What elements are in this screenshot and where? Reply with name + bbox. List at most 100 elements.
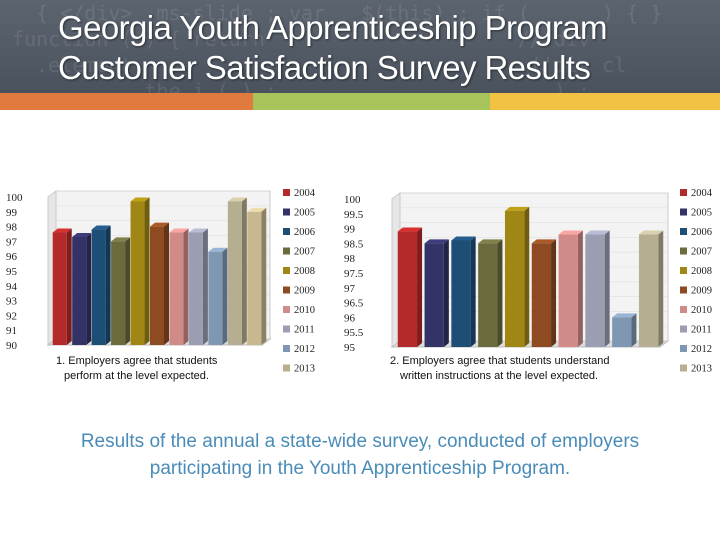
bar-side <box>658 230 664 347</box>
bar-side <box>144 197 150 345</box>
legend-swatch <box>680 189 687 196</box>
y-tick-label: 95 <box>6 266 18 278</box>
legend-swatch <box>283 345 290 352</box>
bar-side <box>241 197 247 345</box>
legend-swatch <box>680 325 687 333</box>
bar-2008 <box>130 201 145 345</box>
bar-top <box>451 236 476 241</box>
y-tick-label: 100 <box>6 192 23 204</box>
bar-2011 <box>585 234 605 347</box>
bar-2012 <box>612 317 632 347</box>
legend-label: 2009 <box>691 286 712 297</box>
y-tick-label: 90 <box>6 340 18 352</box>
bar-side <box>222 247 228 345</box>
legend-label: 2004 <box>691 188 713 199</box>
bar-side <box>577 230 583 347</box>
legend-swatch <box>283 189 290 196</box>
legend-swatch <box>283 267 290 274</box>
y-tick-label: 93 <box>6 296 18 308</box>
bar-2010 <box>558 234 578 347</box>
slide-footer-text: Results of the annual a state-wide surve… <box>80 431 640 479</box>
chart-caption-line-2: perform at the level expected. <box>64 370 209 382</box>
y-tick-label: 95 <box>344 342 356 354</box>
chart-caption-line-1: 1. Employers agree that students <box>56 355 218 367</box>
bar-2007 <box>111 241 126 345</box>
bar-side <box>183 228 189 345</box>
bar-2004 <box>397 231 418 347</box>
y-tick-label: 98.5 <box>344 238 364 250</box>
bar-side <box>631 313 637 347</box>
chart-caption-line-2: written instructions at the level expect… <box>399 370 598 382</box>
legend-label: 2013 <box>691 364 712 375</box>
bar-top <box>531 239 557 244</box>
legend-swatch <box>283 364 290 372</box>
legend-label: 2008 <box>691 266 712 277</box>
bar-2013 <box>227 201 242 345</box>
bar-unlabeled <box>247 211 262 345</box>
bar-side <box>417 227 423 347</box>
bar-top <box>612 313 637 318</box>
code-background-decoration: { </div> .ms-slide ; var $(this) ; if ( … <box>0 1 663 93</box>
legend-label: 2007 <box>691 247 712 258</box>
bar-2013 <box>638 234 659 347</box>
legend-label: 2011 <box>294 325 315 336</box>
bar-top <box>478 239 503 244</box>
legend-swatch <box>283 286 290 294</box>
y-tick-label: 92 <box>6 310 17 322</box>
legend-label: 2006 <box>294 227 315 238</box>
title-line-2: Customer Satisfaction Survey Results <box>58 49 591 86</box>
y-tick-label: 91 <box>6 325 17 337</box>
y-tick-label: 97.5 <box>344 268 364 280</box>
stripe-yellow <box>490 93 720 110</box>
stripe-orange <box>0 93 253 110</box>
legend-swatch <box>283 325 290 333</box>
bar-top <box>149 222 170 227</box>
bar-side <box>86 232 92 345</box>
bar-top <box>130 197 150 202</box>
bar-2010 <box>169 232 184 345</box>
legend-label: 2007 <box>294 247 315 258</box>
legend-swatch <box>283 247 290 255</box>
y-tick-label: 99 <box>344 224 356 236</box>
slide-header: { </div> .ms-slide ; var $(this) ; if ( … <box>0 0 720 93</box>
title-line-1: Georgia Youth Apprenticeship Program <box>58 9 608 46</box>
y-tick-label: 94 <box>6 281 18 293</box>
bar-top <box>52 228 72 233</box>
chart-2-svg: 100 99.5 99 98.5 98 97.5 97 96.5 96 95.5 95 2004 200… <box>344 188 713 382</box>
bar-side <box>470 236 476 347</box>
bar-top <box>397 227 423 232</box>
legend-label: 2012 <box>691 344 712 355</box>
bar-side <box>261 207 267 345</box>
y-tick-label: 96 <box>6 251 18 263</box>
bar-2005 <box>424 243 444 347</box>
bar-top <box>424 239 449 244</box>
bar-side <box>443 239 449 347</box>
bar-2011 <box>188 232 203 345</box>
legend-label: 2005 <box>691 208 712 219</box>
legend-swatch <box>680 228 687 235</box>
y-tick-label: 100 <box>344 194 361 206</box>
chart-caption-line-1: 2. Employers agree that students underst… <box>390 355 610 367</box>
legend-label: 2004 <box>294 188 316 199</box>
bar-top <box>585 230 610 235</box>
y-tick-label: 96.5 <box>344 298 364 310</box>
y-tick-label: 96 <box>344 312 356 324</box>
bar-top <box>504 206 530 211</box>
bar-top <box>188 228 208 233</box>
bar-side <box>164 222 170 345</box>
y-tick-label: 97 <box>6 236 18 248</box>
bar-side <box>524 206 530 347</box>
y-tick-label: 98 <box>6 222 18 234</box>
legend-label: 2005 <box>294 208 315 219</box>
bar-top <box>247 207 267 212</box>
legend-label: 2008 <box>294 266 315 277</box>
bar-top <box>72 232 92 237</box>
legend-swatch <box>680 286 687 294</box>
legend-label: 2010 <box>294 305 315 316</box>
bar-side <box>604 230 610 347</box>
bar-side <box>202 228 208 345</box>
y-tick-label: 95.5 <box>344 327 364 339</box>
legend-swatch <box>680 247 687 255</box>
legend-swatch <box>680 267 687 274</box>
bar-top <box>111 237 131 242</box>
